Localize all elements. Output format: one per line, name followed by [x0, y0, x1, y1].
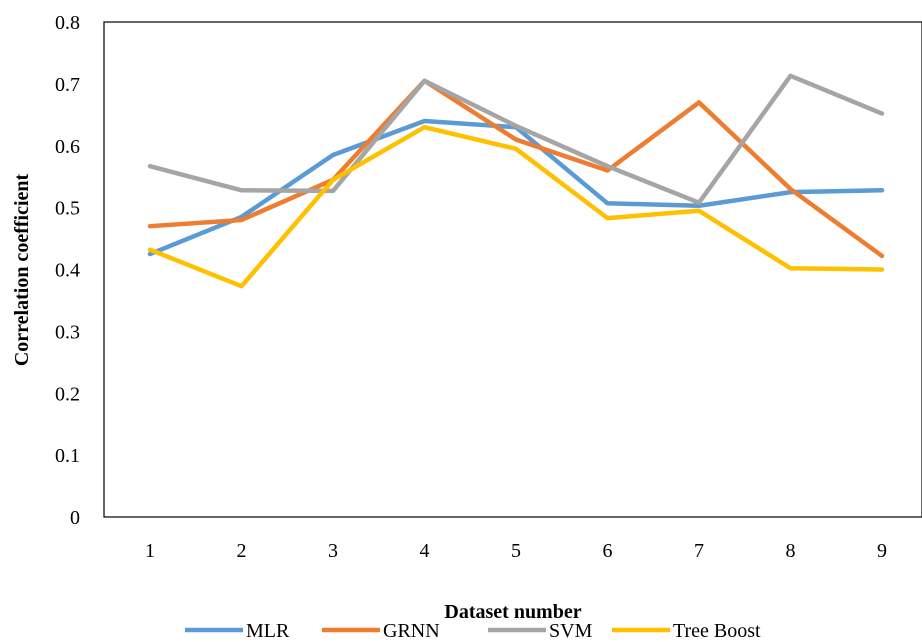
x-tick-label: 5 — [511, 540, 521, 562]
y-axis-title: Correlation coefficient — [11, 173, 33, 366]
x-tick-label: 8 — [786, 540, 796, 562]
y-tick-label: 0.8 — [55, 12, 80, 34]
series-line-tree-boost — [147, 124, 885, 289]
legend: MLR GRNN SVM Tree Boost — [185, 620, 761, 642]
x-tick-label: 7 — [694, 540, 704, 562]
x-tick-label: 2 — [237, 540, 247, 562]
x-tick-label: 1 — [145, 540, 155, 562]
y-tick-label: 0.2 — [55, 383, 80, 405]
y-tick-label: 0.4 — [55, 260, 80, 282]
x-axis-ticks: 1 2 3 4 5 6 7 8 9 — [145, 540, 887, 562]
plot-area — [103, 21, 922, 518]
series-lines — [147, 73, 885, 289]
y-tick-label: 0.5 — [55, 198, 80, 220]
y-axis-ticks: 0 0.1 0.2 0.3 0.4 0.5 0.6 0.7 0.8 — [55, 12, 80, 529]
y-tick-label: 0.3 — [55, 321, 80, 343]
series-line-svm — [147, 73, 885, 205]
y-tick-label: 0.6 — [55, 136, 80, 158]
legend-label-grnn: GRNN — [383, 620, 440, 642]
legend-label-svm: SVM — [549, 620, 593, 642]
y-tick-label: 0 — [70, 507, 80, 529]
y-tick-label: 0.1 — [55, 445, 80, 467]
series-line-grnn — [147, 78, 885, 259]
x-tick-label: 9 — [877, 540, 887, 562]
x-tick-label: 3 — [328, 540, 338, 562]
y-tick-label: 0.7 — [55, 74, 80, 96]
legend-label-mlr: MLR — [246, 620, 290, 642]
x-tick-label: 6 — [603, 540, 613, 562]
x-axis-title: Dataset number — [444, 601, 581, 623]
x-tick-label: 4 — [420, 540, 430, 562]
legend-label-tree-boost: Tree Boost — [673, 620, 761, 642]
